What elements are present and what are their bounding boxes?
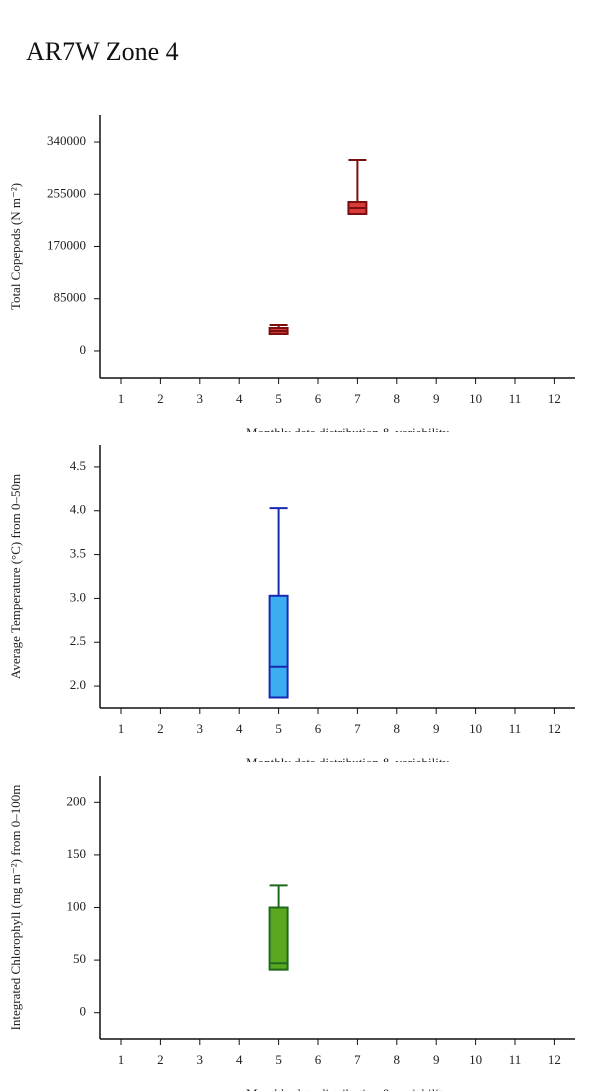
chart: 0 50 100 150 200 Integrated Chlorophyll (mg m…: [8, 776, 575, 1091]
y-tick-label: 150: [67, 846, 87, 861]
x-tick-label: 10: [469, 391, 482, 406]
x-tick-label: 3: [197, 391, 204, 406]
x-tick-label: 11: [509, 721, 522, 736]
y-tick-label: 255000: [47, 185, 86, 200]
x-tick-label: 8: [394, 391, 401, 406]
box: [268, 594, 289, 699]
y-tick-label: 85000: [54, 290, 87, 305]
x-tick-label: 6: [315, 721, 322, 736]
x-tick-label: 3: [197, 721, 204, 736]
page-title: AR7W Zone 4: [26, 37, 179, 66]
x-tick-label: 9: [433, 1052, 440, 1067]
y-tick-label: 50: [73, 951, 86, 966]
x-tick-label: 12: [548, 721, 561, 736]
x-tick-label: 4: [236, 721, 243, 736]
x-tick-label: 8: [394, 721, 401, 736]
y-tick-label: 2.0: [70, 677, 86, 692]
y-tick-label: 4.5: [70, 458, 86, 473]
x-tick-label: 7: [354, 1052, 361, 1067]
x-tick-label: 6: [315, 391, 322, 406]
x-tick-label: 9: [433, 721, 440, 736]
y-tick-label: 340000: [47, 133, 86, 148]
x-tick-label: 12: [548, 1052, 561, 1067]
x-tick-label: 5: [275, 721, 282, 736]
x-tick-label: 2: [157, 721, 164, 736]
y-axis-label: Average Temperature (°C) from 0–50m: [8, 474, 23, 679]
x-tick-label: 2: [157, 1052, 164, 1067]
x-axis-label: Monthly data distribution & variability: [246, 1086, 449, 1091]
x-tick-label: 11: [509, 1052, 522, 1067]
x-tick-label: 10: [469, 721, 482, 736]
x-tick-label: 1: [118, 391, 125, 406]
y-tick-label: 4.0: [70, 502, 86, 517]
y-axis-label: Integrated Chlorophyll (mg m⁻²) from 0–1…: [8, 785, 23, 1031]
x-tick-label: 2: [157, 391, 164, 406]
x-tick-label: 1: [118, 1052, 125, 1067]
x-tick-label: 7: [354, 391, 361, 406]
y-tick-label: 0: [80, 1004, 87, 1019]
y-axis-label: Total Copepods (N m⁻²): [8, 183, 23, 310]
x-tick-label: 4: [236, 391, 243, 406]
x-tick-label: 6: [315, 1052, 322, 1067]
chart: 2.0 2.5 3.0 3.5 4.0 4.5 Average Temperature (°…: [8, 445, 575, 770]
x-tick-label: 4: [236, 1052, 243, 1067]
y-tick-label: 100: [67, 898, 87, 913]
y-tick-label: 3.0: [70, 589, 86, 604]
x-tick-label: 7: [354, 721, 361, 736]
x-axis-label: Monthly data distribution & variability: [246, 755, 449, 770]
x-tick-label: 11: [509, 391, 522, 406]
x-tick-label: 5: [275, 1052, 282, 1067]
y-tick-label: 3.5: [70, 546, 86, 561]
x-tick-label: 12: [548, 391, 561, 406]
box: [268, 906, 289, 971]
y-tick-label: 200: [67, 793, 87, 808]
y-tick-label: 0: [80, 342, 87, 357]
x-tick-label: 9: [433, 391, 440, 406]
x-axis-label: Monthly data distribution & variability: [246, 425, 449, 440]
y-tick-label: 2.5: [70, 633, 86, 648]
y-tick-label: 170000: [47, 237, 86, 252]
x-tick-label: 10: [469, 1052, 482, 1067]
x-tick-label: 3: [197, 1052, 204, 1067]
chart: 0 85000 170000 255000 340000 Total Copepods (…: [8, 115, 575, 440]
x-tick-label: 1: [118, 721, 125, 736]
x-tick-label: 5: [275, 391, 282, 406]
x-tick-label: 8: [394, 1052, 401, 1067]
